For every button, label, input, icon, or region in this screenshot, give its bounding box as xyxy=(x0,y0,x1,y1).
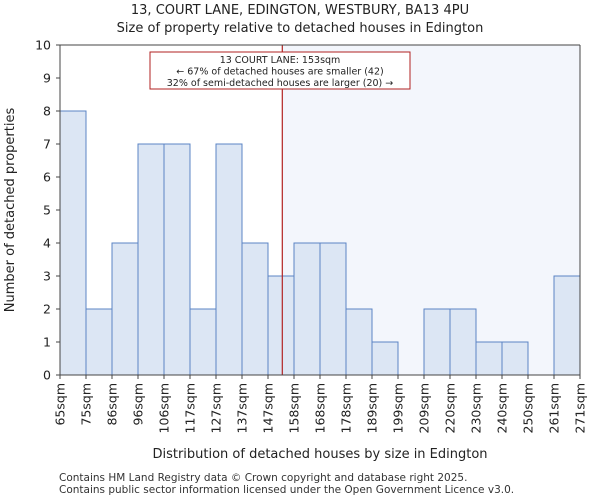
x-tick-label: 96sqm xyxy=(131,383,146,426)
x-axis-label: Distribution of detached houses by size … xyxy=(152,447,487,462)
bar xyxy=(319,242,347,376)
y-tick-label: 10 xyxy=(35,38,51,53)
bar xyxy=(189,308,217,376)
y-tick-label: 0 xyxy=(43,368,51,383)
y-tick-label: 3 xyxy=(43,269,51,284)
x-tick-label: 158sqm xyxy=(287,383,302,433)
x-tick-label: 65sqm xyxy=(53,383,68,426)
chart-subtitle: Size of property relative to detached ho… xyxy=(116,21,484,36)
footer-line-1: Contains HM Land Registry data © Crown c… xyxy=(59,472,468,484)
bar xyxy=(449,308,477,376)
bar xyxy=(293,242,321,376)
y-tick-label: 2 xyxy=(43,302,51,317)
bar xyxy=(475,341,503,376)
annotation-line-3: 32% of semi-detached houses are larger (… xyxy=(167,78,394,89)
bar xyxy=(111,242,139,376)
x-tick-label: 117sqm xyxy=(183,383,198,433)
y-axis-label: Number of detached properties xyxy=(3,108,18,313)
bar xyxy=(137,143,165,376)
annotation-line-2: ← 67% of detached houses are smaller (42… xyxy=(176,67,383,78)
x-tick-label: 199sqm xyxy=(391,383,406,433)
chart-title: 13, COURT LANE, EDINGTON, WESTBURY, BA13… xyxy=(130,3,470,18)
x-tick-label: 230sqm xyxy=(469,383,484,433)
bar xyxy=(553,275,581,376)
y-tick-label: 5 xyxy=(43,203,51,218)
bar xyxy=(345,308,373,376)
x-tick-label: 178sqm xyxy=(339,383,354,433)
y-tick-label: 8 xyxy=(43,104,51,119)
x-tick-label: 137sqm xyxy=(235,383,250,433)
x-tick-label: 271sqm xyxy=(573,383,588,433)
x-tick-label: 209sqm xyxy=(417,383,432,433)
y-tick-label: 1 xyxy=(43,335,51,350)
x-tick-label: 189sqm xyxy=(365,383,380,433)
x-tick-label: 75sqm xyxy=(79,383,94,426)
annotation-box xyxy=(149,51,411,90)
bar xyxy=(267,275,295,376)
x-tick-label: 168sqm xyxy=(313,383,328,433)
x-tick-label: 220sqm xyxy=(443,383,458,433)
footer-line-2: Contains public sector information licen… xyxy=(59,484,515,496)
bar xyxy=(241,242,269,376)
bar xyxy=(371,341,399,376)
x-tick-label: 127sqm xyxy=(209,383,224,433)
x-tick-label: 240sqm xyxy=(495,383,510,433)
x-tick-label: 106sqm xyxy=(157,383,172,433)
y-tick-label: 4 xyxy=(43,236,51,251)
y-tick-label: 9 xyxy=(43,71,51,86)
bar xyxy=(59,110,87,376)
y-tick-label: 6 xyxy=(43,170,51,185)
x-tick-label: 147sqm xyxy=(261,383,276,433)
bar xyxy=(215,143,243,376)
annotation-line-1: 13 COURT LANE: 153sqm xyxy=(220,55,341,66)
x-tick-label: 250sqm xyxy=(521,383,536,433)
bar xyxy=(85,308,113,376)
x-tick-label: 86sqm xyxy=(105,383,120,426)
bar xyxy=(423,308,451,376)
y-tick-label: 7 xyxy=(43,137,51,152)
bar xyxy=(163,143,191,376)
bar xyxy=(501,341,529,376)
x-tick-label: 261sqm xyxy=(547,383,562,433)
